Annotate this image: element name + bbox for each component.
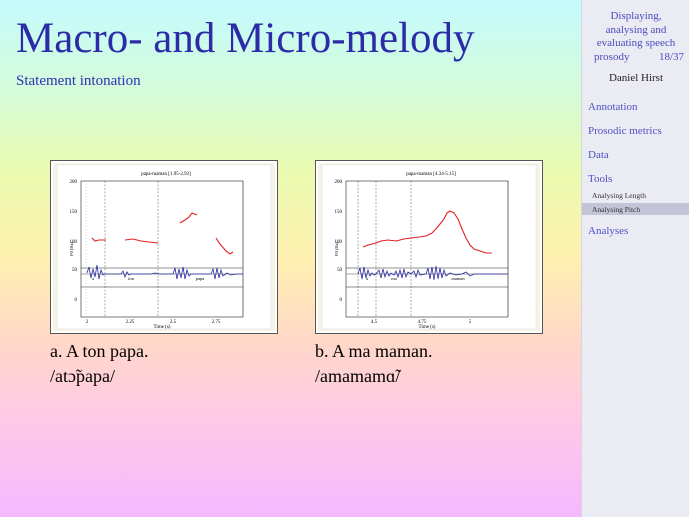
y-tick: 100 — [335, 240, 343, 245]
active-nav-highlight — [582, 203, 689, 215]
segment-label: ton — [128, 276, 135, 281]
nav-item-prosodic-metrics[interactable]: Prosodic metrics — [588, 125, 662, 137]
caption-b: b. A ma maman. — [315, 341, 433, 362]
y-tick: 0 — [75, 298, 78, 303]
segment-label: a — [92, 276, 94, 281]
x-axis-label: Time (s) — [154, 325, 171, 330]
presentation-title-line: analysing and — [605, 23, 667, 36]
x-tick: 5 — [469, 320, 472, 325]
x-tick: 2.25 — [126, 320, 135, 325]
nav-subitem-analysing-pitch[interactable]: Analysing Pitch — [592, 205, 641, 214]
segment-label: papa — [196, 276, 205, 281]
segment-label: a — [366, 276, 368, 281]
y-tick: 50 — [337, 268, 343, 273]
x-tick: 2 — [86, 320, 89, 325]
nav-item-annotation[interactable]: Annotation — [588, 101, 638, 113]
y-tick: 0 — [340, 298, 343, 303]
caption-a: a. A ton papa. — [50, 341, 149, 362]
presentation-title-line: evaluating speech — [596, 37, 676, 49]
x-tick: 4.5 — [371, 320, 378, 325]
nav-item-data[interactable]: Data — [588, 149, 609, 161]
caption-a-label: a. — [50, 341, 63, 361]
y-axis-label: F0 (Hz) — [334, 241, 339, 256]
slide-content: Macro- and Micro-melody Statement intona… — [0, 0, 581, 517]
caption-b-label: b. — [315, 341, 329, 361]
segment-label: ma — [391, 276, 397, 281]
y-axis-label: F0 (Hz) — [69, 241, 74, 256]
presentation-title-line: prosody — [594, 50, 630, 63]
page-counter: 18/37 — [658, 50, 684, 63]
nav-item-analyses[interactable]: Analyses — [588, 225, 629, 237]
nav-item-tools[interactable]: Tools — [588, 173, 613, 185]
navigation-sidebar: Displaying, analysing and evaluating spe… — [581, 0, 689, 517]
plot-title: papa-maman [1.95-2.93] — [141, 172, 191, 177]
presentation-title[interactable]: Displaying, analysing and evaluating spe… — [582, 10, 689, 64]
y-tick: 100 — [70, 240, 78, 245]
plot-title: papa-maman [4.34-5.15] — [406, 172, 456, 177]
plot-frame — [80, 180, 244, 318]
pitch-figure-a: papa-maman [1.95-2.93] 200 150 100 50 0 … — [50, 160, 278, 334]
x-axis-label: Time (s) — [419, 325, 436, 330]
plot-frame — [345, 180, 509, 318]
presentation-title-line: Displaying, — [610, 10, 662, 22]
y-tick: 150 — [335, 210, 343, 215]
segment-label: maman — [451, 276, 465, 281]
author-name[interactable]: Daniel Hirst — [608, 72, 664, 84]
nav-subitem-analysing-length[interactable]: Analysing Length — [592, 191, 646, 200]
y-tick: 200 — [335, 180, 343, 185]
caption-b-text: A ma maman. — [332, 341, 433, 361]
pitch-figure-b: papa-maman [4.34-5.15] 200 150 100 50 0 … — [315, 160, 543, 334]
x-tick: 2.75 — [212, 320, 221, 325]
slide-title: Macro- and Micro-melody — [16, 15, 475, 62]
caption-a-text: A ton papa. — [66, 341, 149, 361]
y-tick: 150 — [70, 210, 78, 215]
slide-subtitle: Statement intonation — [16, 73, 141, 89]
y-tick: 50 — [72, 268, 78, 273]
x-tick: 2.5 — [170, 320, 177, 325]
y-tick: 200 — [70, 180, 78, 185]
x-tick: 4.75 — [418, 320, 427, 325]
transcription-b: /amamamɑ̃/ — [315, 366, 401, 386]
transcription-a: /atɔ̃papa/ — [50, 366, 115, 386]
